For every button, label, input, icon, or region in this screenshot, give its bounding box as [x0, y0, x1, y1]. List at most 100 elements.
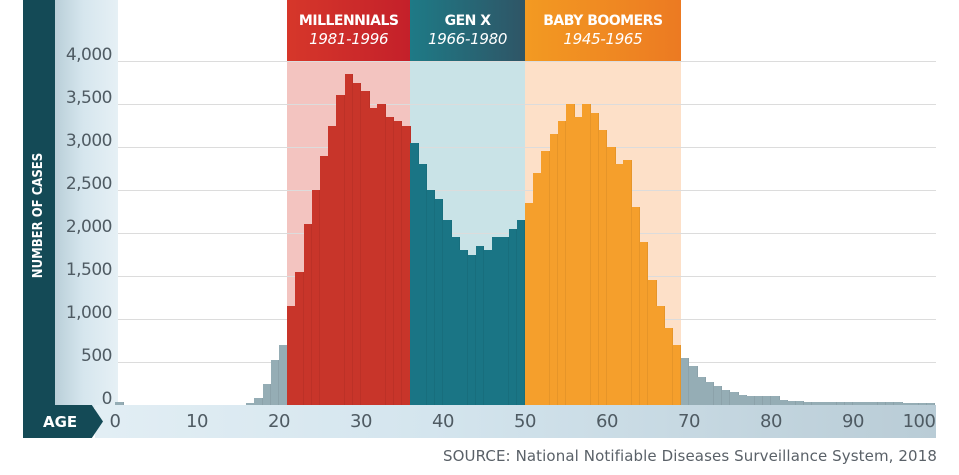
boomers-header: BABY BOOMERS 1945-1965	[525, 0, 681, 61]
bar-age-54	[557, 121, 567, 405]
genx-name: GEN X	[444, 13, 491, 29]
bar-age-86	[820, 402, 829, 405]
bar-age-29	[352, 82, 362, 405]
bar-age-98	[918, 403, 928, 405]
bar-age-45	[484, 250, 493, 405]
bar-age-49	[516, 220, 526, 405]
bar-age-68	[672, 344, 682, 405]
bar-age-46	[492, 237, 501, 405]
y-tick-label: 0	[101, 389, 113, 409]
bar-age-66	[656, 306, 665, 405]
x-tick-label: 60	[596, 411, 618, 432]
bar-age-75	[730, 392, 739, 405]
bar-age-82	[787, 400, 796, 405]
boomers-name: BABY BOOMERS	[543, 13, 663, 29]
bar-age-36	[410, 142, 419, 405]
millennials-name: MILLENNIALS	[298, 13, 399, 29]
bar-age-26	[328, 125, 337, 405]
source-note: SOURCE: National Notifiable Diseases Sur…	[443, 447, 937, 465]
x-axis-label-text: AGE	[43, 412, 78, 431]
bar-age-99	[926, 403, 936, 405]
bar-age-53	[549, 134, 559, 405]
bar-age-22	[295, 271, 304, 405]
bar-age-96	[902, 402, 911, 405]
bar-age-0	[115, 401, 124, 405]
bar-age-91	[861, 402, 870, 405]
y-tick-label: 2,500	[65, 174, 113, 194]
bar-age-58	[590, 112, 600, 405]
bar-age-40	[443, 220, 452, 405]
bar-age-18	[262, 383, 272, 405]
gridline	[118, 104, 936, 105]
bar-age-85	[812, 401, 821, 405]
bar-age-38	[426, 190, 436, 405]
bar-age-32	[377, 104, 386, 405]
bar-age-94	[885, 402, 895, 405]
bar-age-61	[615, 164, 624, 405]
bar-age-60	[607, 147, 616, 405]
y-tick-label: 1,000	[65, 303, 113, 323]
x-tick-label: 30	[350, 411, 372, 432]
bar-age-63	[631, 207, 641, 405]
bar-age-16	[246, 403, 255, 405]
bar-age-56	[574, 116, 583, 405]
x-tick-label: 10	[186, 411, 208, 432]
bar-age-87	[828, 402, 837, 405]
bar-age-51	[533, 172, 542, 405]
bar-age-57	[582, 104, 591, 405]
bar-age-47	[500, 237, 509, 405]
boomers-years: 1945-1965	[563, 30, 643, 48]
x-axis-label: AGE	[23, 405, 103, 438]
gridline	[118, 61, 936, 62]
bar-age-44	[475, 245, 485, 405]
bar-age-93	[877, 402, 887, 405]
bar-age-73	[713, 386, 723, 405]
bar-age-90	[853, 402, 862, 405]
bar-age-25	[320, 155, 329, 405]
bar-age-88	[836, 402, 846, 405]
bar-age-81	[779, 399, 788, 405]
bar-age-92	[869, 402, 878, 405]
bar-age-27	[336, 95, 345, 405]
bar-age-50	[525, 202, 534, 405]
x-tick-label: 70	[678, 411, 700, 432]
bar-age-23	[303, 224, 313, 405]
bar-age-89	[844, 402, 854, 405]
bar-age-34	[393, 121, 403, 405]
bar-age-77	[746, 395, 755, 405]
bar-age-84	[803, 401, 813, 405]
y-tick-label: 3,500	[65, 88, 113, 108]
bar-age-69	[680, 357, 690, 405]
bar-age-70	[689, 366, 698, 405]
y-tick-label: 1,500	[65, 260, 113, 280]
bar-age-43	[467, 254, 477, 405]
bar-age-72	[705, 381, 714, 405]
y-tick-label: 500	[81, 346, 112, 366]
y-axis-label-band	[23, 0, 55, 408]
x-tick-label: 100	[902, 411, 936, 432]
gridline	[118, 147, 936, 148]
y-tick-label: 2,000	[65, 217, 113, 237]
bar-age-52	[541, 151, 550, 405]
x-tick-label: 50	[514, 411, 536, 432]
x-tick-label: 20	[268, 411, 290, 432]
bar-age-64	[639, 241, 649, 405]
bar-age-79	[762, 395, 772, 405]
y-axis-label-text: NUMBER OF CASES	[31, 152, 47, 278]
genx-years: 1966-1980	[428, 30, 508, 48]
y-tick-label: 3,000	[65, 131, 113, 151]
bar-age-76	[738, 394, 747, 405]
bar-age-59	[598, 129, 608, 405]
bar-age-95	[894, 402, 903, 405]
bar-age-74	[721, 389, 731, 405]
bar-age-62	[623, 159, 632, 405]
bar-age-39	[434, 198, 444, 405]
bar-age-67	[664, 327, 673, 405]
x-tick-label: 40	[432, 411, 454, 432]
millennials-years: 1981-1996	[309, 30, 389, 48]
x-tick-label: 80	[760, 411, 782, 432]
bar-age-33	[385, 116, 395, 405]
bar-age-21	[287, 306, 296, 405]
y-axis-label: NUMBER OF CASES	[23, 140, 55, 290]
